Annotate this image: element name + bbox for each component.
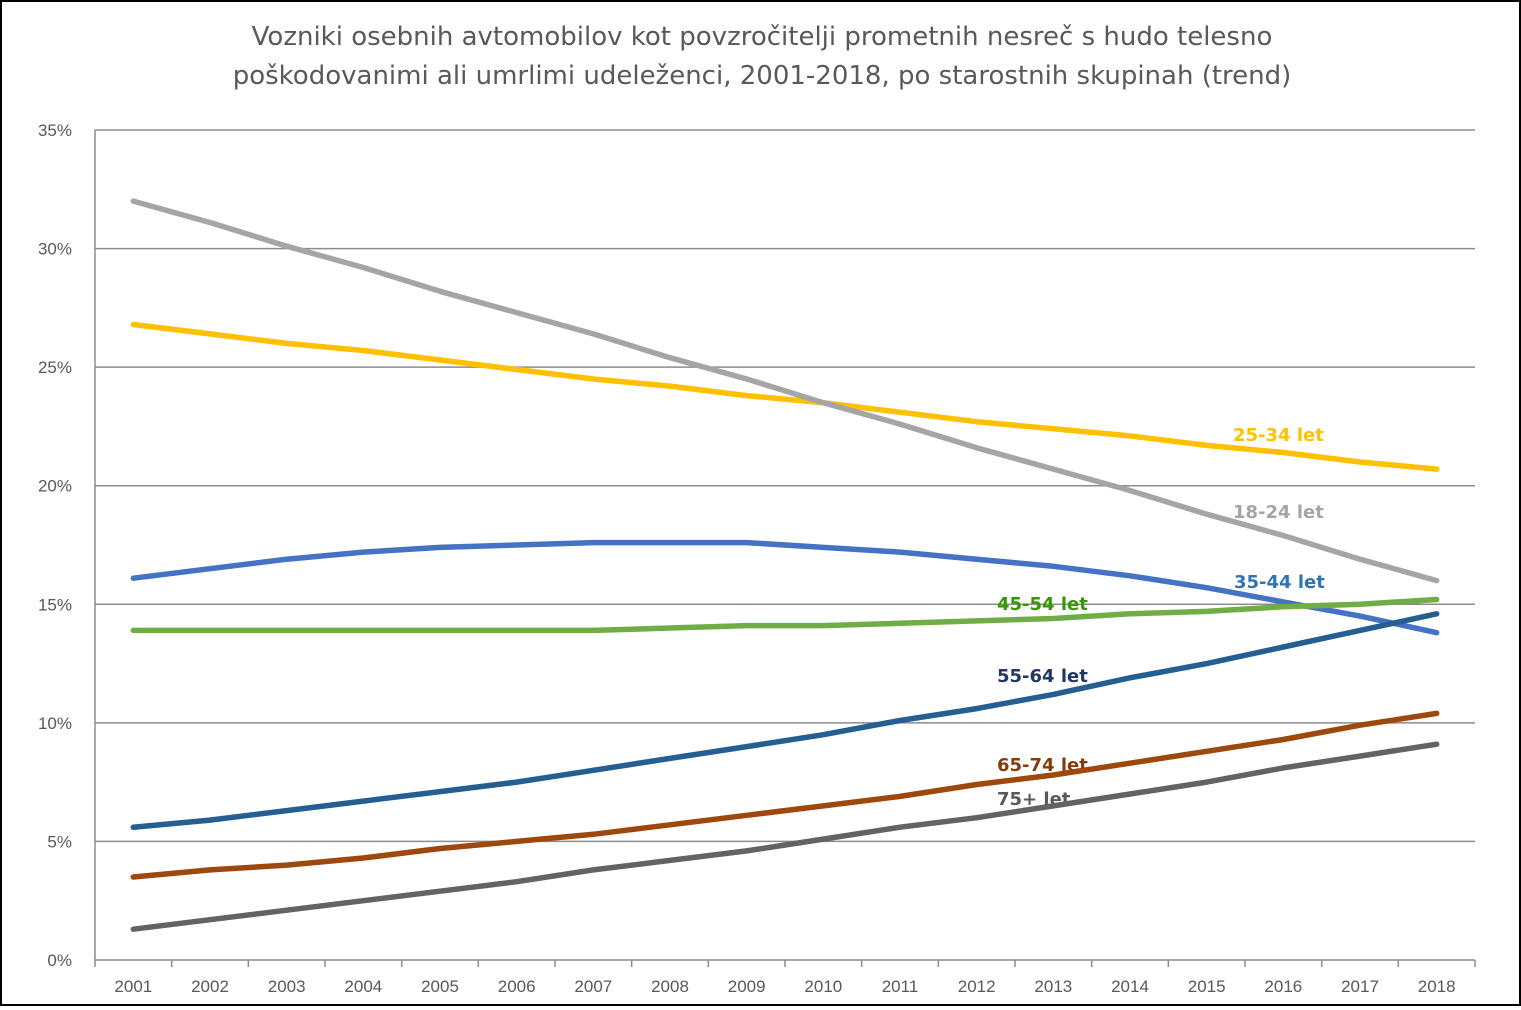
- y-tick-label: 35%: [38, 121, 72, 140]
- x-tick-label: 2012: [958, 977, 996, 996]
- x-tick-label: 2013: [1034, 977, 1072, 996]
- x-tick-label: 2008: [651, 977, 689, 996]
- x-tick-label: 2003: [268, 977, 306, 996]
- series-line-45-54-let: [130, 596, 1440, 634]
- series-label: 25-34 let: [1233, 425, 1324, 446]
- x-tick-label: 2005: [421, 977, 459, 996]
- x-tick-label: 2017: [1341, 977, 1379, 996]
- series-label: 55-64 let: [997, 666, 1088, 687]
- series-label: 18-24 let: [1233, 502, 1324, 523]
- x-tick-label: 2007: [574, 977, 612, 996]
- x-tick-label: 2014: [1111, 977, 1149, 996]
- x-tick-label: 2009: [728, 977, 766, 996]
- series-line-55-64-let: [130, 611, 1440, 830]
- series-label: 35-44 let: [1234, 572, 1325, 593]
- x-tick-label: 2011: [882, 977, 919, 996]
- x-tick-label: 2001: [114, 977, 152, 996]
- x-tick-label: 2016: [1264, 977, 1302, 996]
- chart-title-line-1: Vozniki osebnih avtomobilov kot povzroči…: [252, 22, 1273, 52]
- series-line-35-44-let: [130, 539, 1440, 636]
- y-tick-label: 0%: [47, 951, 72, 970]
- y-tick-label: 20%: [38, 477, 72, 496]
- series-line-25-34-let: [130, 321, 1440, 472]
- series-line-75-let: [130, 741, 1440, 932]
- series-line-18-24-let: [130, 198, 1440, 584]
- x-tick-label: 2004: [344, 977, 382, 996]
- y-tick-label: 30%: [38, 240, 72, 259]
- x-tick-label: 2015: [1188, 977, 1226, 996]
- x-tick-label: 2006: [498, 977, 536, 996]
- x-tick-label: 2002: [191, 977, 229, 996]
- chart-title-line-2: poškodovanimi ali umrlimi udeleženci, 20…: [233, 61, 1292, 91]
- y-tick-label: 25%: [38, 358, 72, 377]
- x-tick-label: 2018: [1418, 977, 1456, 996]
- y-tick-label: 5%: [47, 832, 72, 851]
- series-label: 45-54 let: [997, 594, 1088, 615]
- x-tick-label: 2010: [804, 977, 842, 996]
- series-line-65-74-let: [130, 710, 1440, 880]
- y-tick-label: 15%: [38, 595, 72, 614]
- y-tick-label: 10%: [38, 714, 72, 733]
